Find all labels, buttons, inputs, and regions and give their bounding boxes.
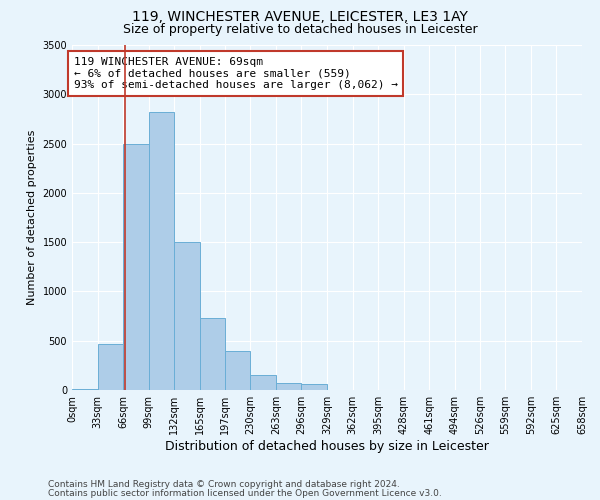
Bar (301, 384, 327, 390)
Bar (123, 144, 149, 390)
Bar (250, 375, 276, 390)
Text: Size of property relative to detached houses in Leicester: Size of property relative to detached ho… (122, 22, 478, 36)
Bar (72, 389, 98, 390)
Bar (276, 383, 301, 390)
Bar (175, 242, 200, 390)
Bar (224, 350, 250, 390)
X-axis label: Distribution of detached houses by size in Leicester: Distribution of detached houses by size … (165, 440, 489, 453)
Text: Contains HM Land Registry data © Crown copyright and database right 2024.: Contains HM Land Registry data © Crown c… (48, 480, 400, 489)
Bar (98, 344, 123, 390)
Y-axis label: Number of detached properties: Number of detached properties (27, 130, 37, 305)
Bar (149, 112, 175, 390)
Text: 119, WINCHESTER AVENUE, LEICESTER, LE3 1AY: 119, WINCHESTER AVENUE, LEICESTER, LE3 1… (132, 10, 468, 24)
Bar (200, 318, 224, 390)
Text: Contains public sector information licensed under the Open Government Licence v3: Contains public sector information licen… (48, 488, 442, 498)
Text: 119 WINCHESTER AVENUE: 69sqm
← 6% of detached houses are smaller (559)
93% of se: 119 WINCHESTER AVENUE: 69sqm ← 6% of det… (74, 57, 398, 90)
